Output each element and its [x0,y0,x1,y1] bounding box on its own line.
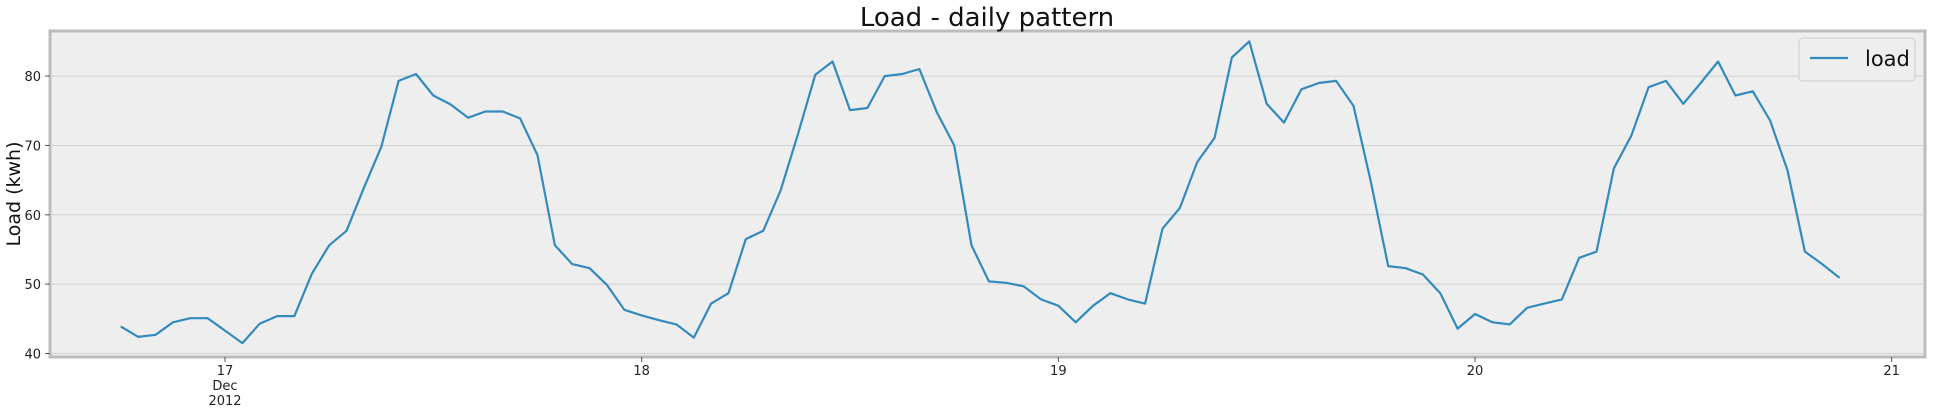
x-tick-label: 20 [1467,364,1484,379]
series-line-load [120,40,1841,345]
y-tick-label: 50 [24,278,41,293]
legend-label-load: load [1865,47,1910,71]
x-tick-label: 21 [1883,364,1900,379]
y-axis-title: Load (kwh) [3,141,25,246]
y-tick-label: 40 [24,348,41,363]
x-tick-label: Dec [212,379,237,394]
x-tick-label: 17 [217,364,234,379]
chart-title: Load - daily pattern [860,3,1114,33]
x-tick-label: 19 [1050,364,1067,379]
y-tick-label: 60 [24,209,41,224]
legend: load [1798,37,1916,82]
y-axis-ticks: 40 50 60 70 80 [24,70,50,363]
x-tick-label: 18 [633,364,650,379]
series-layer [120,40,1841,345]
y-tick-label: 70 [24,139,41,154]
gridlines [50,75,1925,355]
plot-area [48,29,1927,359]
y-tick-label: 80 [24,70,41,85]
x-tick-label: 2012 [208,394,241,409]
legend-box [1798,37,1916,82]
